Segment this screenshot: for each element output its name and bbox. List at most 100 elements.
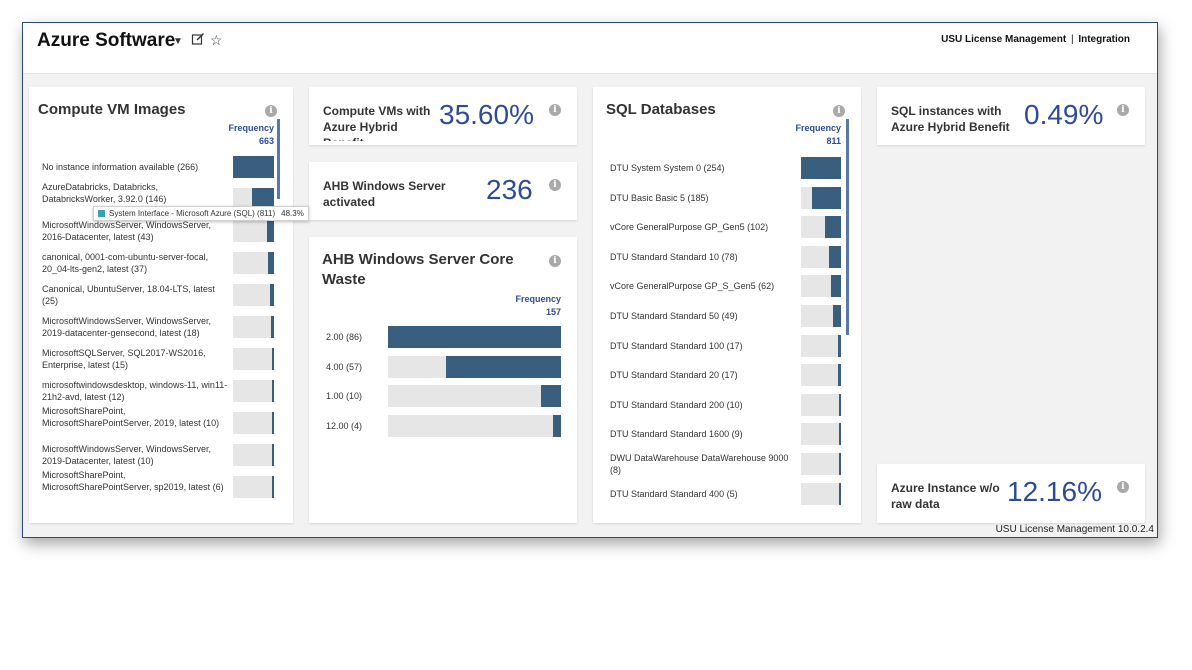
bar-fill[interactable] <box>839 423 841 446</box>
info-icon[interactable]: i <box>265 105 277 117</box>
bar-fill[interactable] <box>839 393 841 416</box>
bar-fill[interactable] <box>251 188 274 210</box>
bar-fill[interactable] <box>271 316 274 338</box>
bar-track[interactable] <box>233 348 274 370</box>
bar-fill[interactable] <box>272 476 274 498</box>
bar-track[interactable] <box>801 186 841 209</box>
bar-fill[interactable] <box>446 355 561 378</box>
bar-track[interactable] <box>233 188 274 210</box>
bar-fill[interactable] <box>388 326 561 348</box>
list-item-label: DTU Standard Standard 50 (49) <box>610 311 738 321</box>
frequency-header: Frequency 157 <box>515 293 561 319</box>
page-header: Azure Software ▼ ☆ USU License Managemen… <box>23 23 1157 74</box>
info-icon[interactable]: i <box>1117 481 1129 493</box>
bar-track[interactable] <box>801 482 841 505</box>
chart-tooltip: System Interface - Microsoft Azure (SQL)… <box>93 206 309 221</box>
card-title: Compute VM Images <box>38 101 186 118</box>
scrollbar[interactable] <box>846 119 849 335</box>
tooltip-label: System Interface - Microsoft Azure (SQL)… <box>109 209 276 218</box>
core-waste-card: AHB Windows Server Core Waste i Frequenc… <box>309 237 577 523</box>
bar-fill[interactable] <box>540 385 561 407</box>
bar-track[interactable] <box>233 380 274 402</box>
bar-fill[interactable] <box>270 284 274 306</box>
bar-fill[interactable] <box>271 348 274 370</box>
bar-fill[interactable] <box>838 364 841 387</box>
bar-track[interactable] <box>801 157 841 179</box>
bar-track[interactable] <box>233 252 274 274</box>
bar-fill[interactable] <box>801 157 841 179</box>
bar-track[interactable] <box>801 245 841 268</box>
bar-track[interactable] <box>801 423 841 446</box>
bar-fill[interactable] <box>828 245 841 268</box>
frequency-total: 663 <box>258 136 274 146</box>
bar-fill[interactable] <box>272 412 274 434</box>
bar-track[interactable] <box>388 414 561 437</box>
scrollbar[interactable] <box>277 119 280 199</box>
page-title: Azure Software <box>37 30 176 51</box>
list-item-label: microsoftwindowsdesktop, windows-11, win… <box>42 380 228 402</box>
kpi-value: 35.60% <box>439 99 534 130</box>
bar-track[interactable] <box>801 305 841 327</box>
bar-track[interactable] <box>233 476 274 498</box>
bar-fill[interactable] <box>839 453 841 475</box>
list-item-label: MicrosoftWindowsServer, WindowsServer, 2… <box>42 220 212 242</box>
bar-fill[interactable] <box>831 275 841 298</box>
kpi-label: Compute VMs with Azure Hybrid Benefit <box>323 104 431 141</box>
kpi-value: 12.16% <box>1007 476 1102 507</box>
bar-track[interactable] <box>801 334 841 357</box>
bar-fill[interactable] <box>839 482 841 505</box>
bar-track[interactable] <box>801 453 841 475</box>
bar-fill[interactable] <box>811 186 841 209</box>
bar-track[interactable] <box>388 355 561 378</box>
list-item-label: DTU Standard Standard 10 (78) <box>610 251 738 262</box>
bar-track[interactable] <box>233 284 274 306</box>
list-item-label: vCore GeneralPurpose GP_Gen5 (102) <box>610 222 769 233</box>
bar-track[interactable] <box>233 156 274 178</box>
kpi-no-raw-data-card: Azure Instance w/o raw data 12.16% i <box>877 464 1145 523</box>
kpi-value: 0.49% <box>1024 99 1104 130</box>
bar-fill[interactable] <box>552 414 561 437</box>
bar-fill[interactable] <box>233 156 274 178</box>
kpi-value: 236 <box>486 174 533 205</box>
bar-fill[interactable] <box>838 334 841 357</box>
list-item-label: AzureDatabricks, Databricks, DatabricksW… <box>42 182 167 204</box>
caret-down-icon[interactable]: ▼ <box>173 36 183 47</box>
list-item-label: DTU Standard Standard 1600 (9) <box>610 429 743 440</box>
frequency-label: Frequency <box>515 294 561 304</box>
list-item-label: DTU System System 0 (254) <box>610 163 725 173</box>
dashboard-window: Azure Software ▼ ☆ USU License Managemen… <box>22 22 1158 538</box>
kpi-compute-vms-ahb-card: Compute VMs with Azure Hybrid Benefit 35… <box>309 87 577 145</box>
list-item-label: vCore GeneralPurpose GP_S_Gen5 (62) <box>610 281 775 292</box>
info-icon[interactable]: i <box>549 255 561 267</box>
bar-fill[interactable] <box>272 444 274 466</box>
bar-track[interactable] <box>233 444 274 466</box>
info-icon[interactable]: i <box>1117 104 1129 116</box>
bar-track[interactable] <box>233 220 274 242</box>
list-item-label: canonical, 0001-com-ubuntu-server-focal,… <box>42 252 209 274</box>
info-icon[interactable]: i <box>549 104 561 116</box>
bar-fill[interactable] <box>824 216 841 239</box>
card-title: SQL Databases <box>606 101 716 118</box>
bar-track[interactable] <box>801 275 841 298</box>
bar-track[interactable] <box>388 326 561 348</box>
info-icon[interactable]: i <box>833 105 845 117</box>
bar-fill[interactable] <box>268 252 274 274</box>
kpi-label: AHB Windows Server activated <box>323 179 446 209</box>
bar-fill[interactable] <box>272 380 274 402</box>
bar-fill[interactable] <box>267 220 274 242</box>
bar-fill[interactable] <box>833 305 841 327</box>
bar-track[interactable] <box>801 393 841 416</box>
info-icon[interactable]: i <box>549 179 561 191</box>
edit-icon[interactable] <box>191 32 205 49</box>
integration-link[interactable]: Integration <box>1078 34 1130 45</box>
star-icon[interactable]: ☆ <box>210 32 223 48</box>
bar-track[interactable] <box>801 364 841 387</box>
frequency-header: Frequency 811 <box>795 122 841 148</box>
bar-track[interactable] <box>388 385 561 407</box>
kpi-label: SQL instances with Azure Hybrid Benefit <box>891 104 1010 134</box>
sql-databases-card: SQL Databases i Frequency 811 DTU System… <box>593 87 861 523</box>
bar-track[interactable] <box>801 216 841 239</box>
bar-track[interactable] <box>233 316 274 338</box>
list-item-label: DTU Basic Basic 5 (185) <box>610 192 709 203</box>
bar-track[interactable] <box>233 412 274 434</box>
